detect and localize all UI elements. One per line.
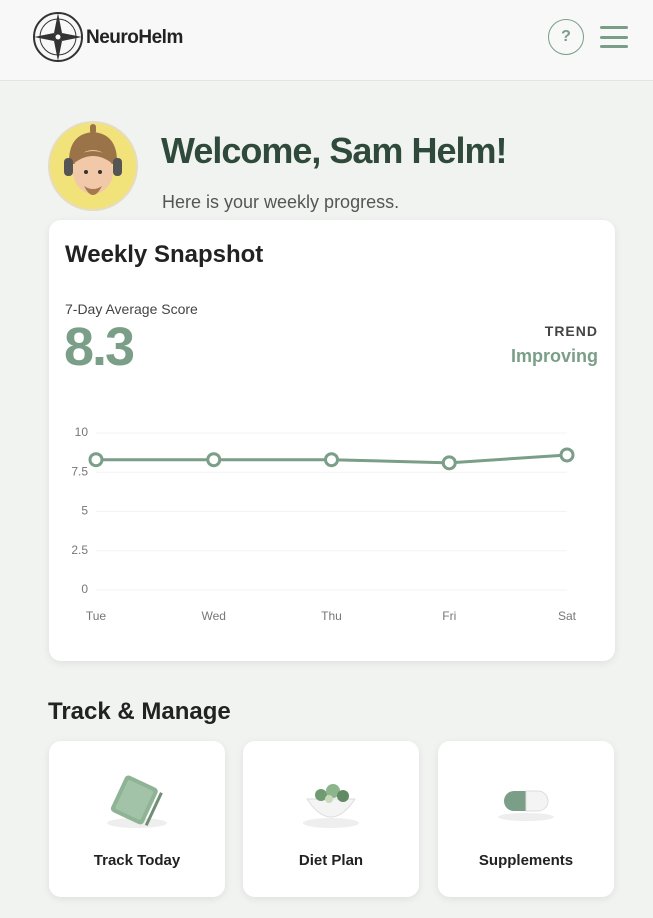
y-tick-label: 2.5 [71, 543, 88, 557]
brand[interactable]: NeuroHelm [86, 27, 183, 48]
point [324, 452, 339, 468]
card-label: Track Today [93, 852, 181, 869]
chart: 0 2.5 5 7.5 10 Tue Wed Thu Fri Sat [71, 425, 577, 623]
y-tick-label: 5 [81, 504, 88, 518]
bowl-icon [303, 784, 359, 828]
point [559, 447, 575, 463]
x-tick-label: Sat [558, 609, 577, 623]
score-label: 7-Day Average Score [65, 301, 198, 317]
x-tick-label: Wed [202, 609, 226, 623]
y-tick-label: 10 [75, 425, 89, 439]
header: NeuroHelm ? [0, 0, 653, 81]
y-tick-label: 7.5 [71, 464, 88, 478]
logo [33, 12, 83, 62]
point [441, 455, 457, 471]
menu-button[interactable] [600, 26, 628, 48]
point [206, 452, 222, 468]
snapshot-card [49, 220, 615, 661]
supplements-card[interactable]: Supplements [438, 741, 614, 897]
track-card[interactable]: Track Today [49, 741, 225, 897]
card-label: Supplements [478, 852, 574, 869]
x-tick-label: Thu [321, 609, 342, 623]
y-tick-label: 0 [81, 582, 88, 596]
score: 8.3 [64, 317, 135, 377]
track-title: Track & Manage [48, 698, 231, 725]
card-label: Diet Plan [298, 852, 364, 869]
trend-value: Improving [510, 346, 598, 366]
pill-icon [498, 790, 554, 821]
x-tick-label: Fri [442, 609, 456, 623]
snapshot-title: Weekly Snapshot [65, 241, 264, 268]
notebook-icon [107, 775, 167, 828]
help-button[interactable]: ? [548, 19, 584, 55]
point [88, 452, 104, 468]
avatar [48, 121, 138, 211]
welcome-title: Welcome, Sam Helm! [161, 130, 507, 171]
x-tick-label: Tue [86, 609, 107, 623]
diet-card[interactable]: Diet Plan [243, 741, 419, 897]
welcome-subtitle: Here is your weekly progress. [162, 192, 400, 212]
trend-label: TREND [544, 323, 598, 339]
